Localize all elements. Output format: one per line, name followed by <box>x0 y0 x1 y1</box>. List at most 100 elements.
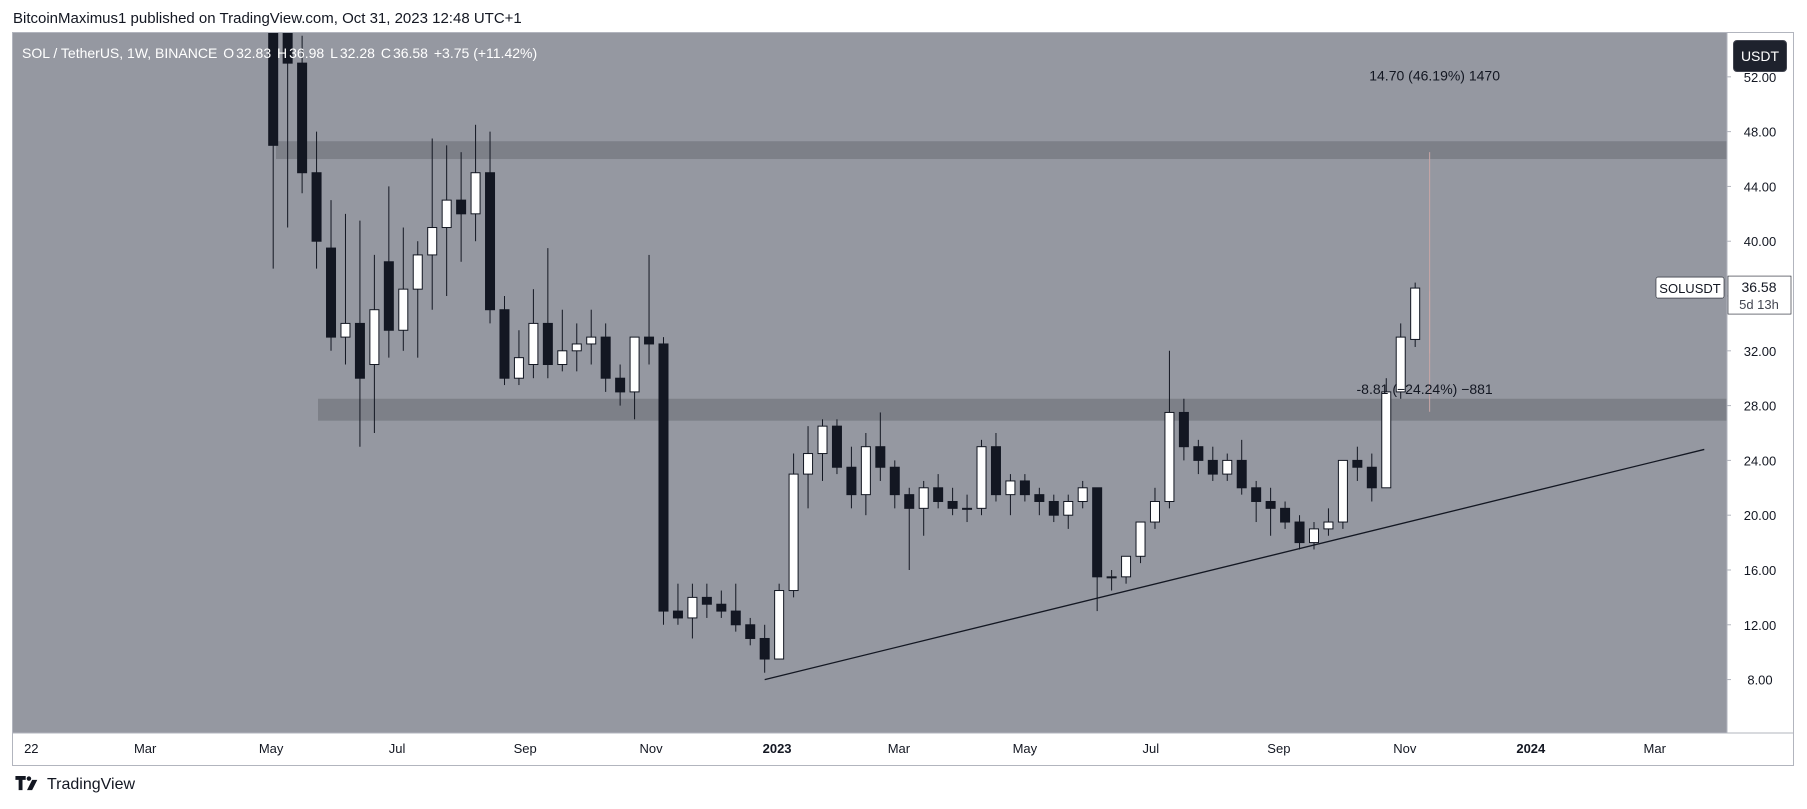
candle[interactable] <box>1121 555 1132 584</box>
candle[interactable] <box>1410 282 1421 347</box>
candle[interactable] <box>1280 501 1291 529</box>
candle-body-bull <box>1381 391 1392 489</box>
candle[interactable] <box>745 617 756 646</box>
candle[interactable] <box>369 254 380 433</box>
currency-button[interactable]: USDT <box>1733 40 1787 72</box>
time-axis[interactable] <box>13 733 1793 764</box>
symbol-tag[interactable] <box>1655 276 1725 299</box>
candle[interactable] <box>774 583 785 660</box>
candle[interactable] <box>557 309 568 372</box>
candle[interactable] <box>326 200 337 351</box>
candle-body-bull <box>1149 500 1160 523</box>
candle[interactable] <box>831 419 842 475</box>
candle[interactable] <box>846 446 857 509</box>
high-label: H <box>277 45 288 61</box>
candle[interactable] <box>412 241 423 358</box>
footer-branding[interactable]: TradingView <box>13 776 135 794</box>
candle-body-bear <box>644 336 655 345</box>
candle[interactable] <box>875 412 886 481</box>
candle[interactable] <box>658 337 669 625</box>
candle[interactable] <box>1019 474 1030 502</box>
candle[interactable] <box>1164 350 1175 509</box>
candle-body-bear <box>947 500 958 509</box>
candle[interactable] <box>398 227 409 351</box>
candle[interactable] <box>990 433 1001 502</box>
candle[interactable] <box>441 145 452 297</box>
candle[interactable] <box>962 494 973 523</box>
candle[interactable] <box>1352 446 1363 481</box>
candle[interactable] <box>354 220 365 447</box>
candle[interactable] <box>1395 323 1406 399</box>
candle[interactable] <box>542 248 553 379</box>
candle[interactable] <box>687 583 698 639</box>
last-price-box[interactable] <box>1727 275 1792 315</box>
candle[interactable] <box>672 583 683 625</box>
candle-body-bear <box>542 322 553 366</box>
candle[interactable] <box>759 624 770 673</box>
candle[interactable] <box>499 296 510 386</box>
candle[interactable] <box>1236 439 1247 495</box>
candle[interactable] <box>1149 487 1160 529</box>
candle[interactable] <box>470 124 481 242</box>
candle[interactable] <box>1251 480 1262 523</box>
candle[interactable] <box>933 474 944 509</box>
candle[interactable] <box>716 590 727 618</box>
candle[interactable] <box>1193 439 1204 475</box>
candle[interactable] <box>1294 515 1305 550</box>
candle[interactable] <box>976 439 987 516</box>
candle[interactable] <box>1222 453 1233 481</box>
candle[interactable] <box>644 254 655 365</box>
candle[interactable] <box>268 0 279 269</box>
candle[interactable] <box>600 323 611 392</box>
candle[interactable] <box>803 426 814 509</box>
symbol-label[interactable]: SOL / TetherUS, 1W, BINANCE <box>22 45 218 61</box>
candle-body-bear <box>456 199 467 215</box>
candle[interactable] <box>1077 480 1088 509</box>
candle[interactable] <box>615 364 626 406</box>
candle[interactable] <box>918 480 929 536</box>
candle[interactable] <box>571 323 582 372</box>
candle[interactable] <box>1092 487 1103 612</box>
candle-body-bull <box>962 507 973 510</box>
candle[interactable] <box>1323 508 1334 536</box>
candle[interactable] <box>1106 569 1117 591</box>
candle[interactable] <box>904 487 915 570</box>
candle[interactable] <box>1034 487 1045 516</box>
candle-body-bull <box>398 288 409 331</box>
price-axis[interactable] <box>1727 33 1793 733</box>
candle[interactable] <box>889 460 900 509</box>
candle[interactable] <box>1063 494 1074 529</box>
candle[interactable] <box>817 419 828 481</box>
candle-body-bear <box>615 377 626 393</box>
candle[interactable] <box>1381 378 1392 489</box>
candle[interactable] <box>1207 446 1218 481</box>
candle[interactable] <box>947 487 958 516</box>
resistance-zone[interactable] <box>276 141 1727 160</box>
ascending-trendline[interactable] <box>764 448 1705 681</box>
candle[interactable] <box>311 131 322 269</box>
candle[interactable] <box>730 583 741 632</box>
candle[interactable] <box>485 131 496 324</box>
candle[interactable] <box>427 138 438 310</box>
candle[interactable] <box>340 213 351 365</box>
candle[interactable] <box>513 330 524 386</box>
candle[interactable] <box>1366 453 1377 502</box>
candle[interactable] <box>297 35 308 194</box>
candle[interactable] <box>1048 494 1059 523</box>
candle[interactable] <box>1178 398 1189 461</box>
candle[interactable] <box>1337 459 1348 529</box>
candle[interactable] <box>456 152 467 262</box>
candle[interactable] <box>701 583 712 618</box>
candle[interactable] <box>586 309 597 365</box>
candle[interactable] <box>282 1 293 228</box>
candle[interactable] <box>860 433 871 516</box>
candle[interactable] <box>788 453 799 598</box>
support-zone[interactable] <box>318 398 1727 421</box>
candle[interactable] <box>1005 474 1016 516</box>
candle[interactable] <box>629 336 640 420</box>
candle[interactable] <box>1135 521 1146 564</box>
candle[interactable] <box>1265 487 1276 536</box>
candle[interactable] <box>528 289 539 379</box>
candle[interactable] <box>383 186 394 358</box>
